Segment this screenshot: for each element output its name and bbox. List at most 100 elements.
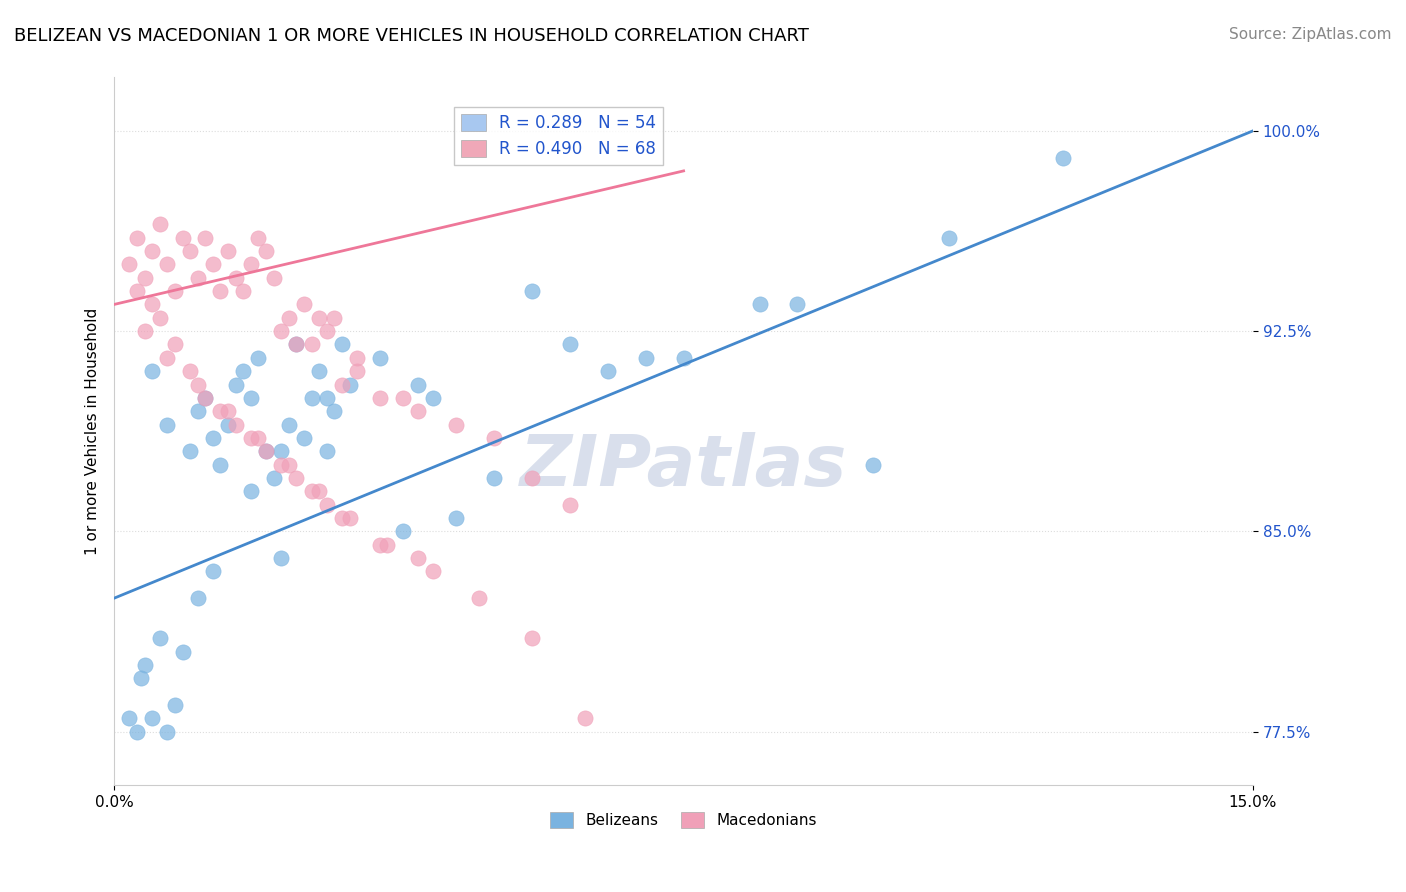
Point (209, 458, 232, 472)
Point (194, 391, 217, 405)
Point (406, 404, 429, 418)
Text: Source: ZipAtlas.com: Source: ZipAtlas.com (1229, 27, 1392, 42)
Point (467, 591, 489, 606)
Point (179, 364, 201, 378)
Point (277, 310, 299, 325)
Point (558, 337, 581, 351)
Point (125, 230, 148, 244)
Point (277, 417, 299, 432)
Point (163, 284, 186, 298)
Point (156, 417, 179, 432)
Point (406, 551, 429, 566)
Point (308, 364, 330, 378)
Point (225, 417, 247, 432)
Point (217, 404, 239, 418)
Point (482, 471, 505, 485)
Point (263, 270, 285, 285)
Point (301, 391, 323, 405)
Point (520, 471, 543, 485)
Point (422, 391, 444, 405)
Point (285, 337, 308, 351)
Point (163, 698, 186, 712)
Point (270, 324, 292, 338)
Point (672, 351, 695, 365)
Point (254, 444, 277, 458)
Point (254, 244, 277, 258)
Point (141, 244, 163, 258)
Point (156, 351, 179, 365)
Point (596, 364, 619, 378)
Point (308, 484, 330, 499)
Point (239, 391, 262, 405)
Point (346, 351, 368, 365)
Legend: Belizeans, Macedonians: Belizeans, Macedonians (544, 805, 823, 834)
Point (315, 498, 337, 512)
Point (270, 444, 292, 458)
Point (315, 391, 337, 405)
Point (247, 230, 270, 244)
Point (406, 377, 429, 392)
Y-axis label: 1 or more Vehicles in Household: 1 or more Vehicles in Household (86, 308, 100, 555)
Point (217, 417, 239, 432)
Point (225, 377, 247, 392)
Point (225, 270, 247, 285)
Point (520, 631, 543, 645)
Point (346, 364, 368, 378)
Point (129, 671, 152, 685)
Point (339, 511, 361, 525)
Point (263, 471, 285, 485)
Point (323, 404, 346, 418)
Point (209, 284, 232, 298)
Point (239, 484, 262, 499)
Point (444, 511, 467, 525)
Point (134, 657, 156, 672)
Point (149, 217, 172, 231)
Point (368, 538, 391, 552)
Point (187, 270, 209, 285)
Point (149, 310, 172, 325)
Point (239, 431, 262, 445)
Point (520, 284, 543, 298)
Point (938, 230, 960, 244)
Point (482, 431, 505, 445)
Point (232, 284, 254, 298)
Point (558, 498, 581, 512)
Point (141, 297, 163, 311)
Point (149, 631, 172, 645)
Point (134, 324, 156, 338)
Point (315, 444, 337, 458)
Point (201, 431, 224, 445)
Point (330, 377, 353, 392)
Point (270, 551, 292, 566)
Point (172, 644, 194, 658)
Point (179, 444, 201, 458)
Point (292, 297, 315, 311)
Point (301, 337, 323, 351)
Point (748, 297, 770, 311)
Point (270, 458, 292, 472)
Point (239, 257, 262, 271)
Point (574, 711, 596, 725)
Point (277, 458, 299, 472)
Point (163, 337, 186, 351)
Point (201, 565, 224, 579)
Text: ZIPatlas: ZIPatlas (520, 432, 848, 501)
Point (187, 404, 209, 418)
Point (156, 257, 179, 271)
Point (232, 364, 254, 378)
Point (125, 284, 148, 298)
Point (179, 244, 201, 258)
Point (323, 310, 346, 325)
Point (172, 230, 194, 244)
Point (141, 711, 163, 725)
Point (330, 511, 353, 525)
Point (118, 257, 141, 271)
Point (368, 351, 391, 365)
Point (247, 431, 270, 445)
Point (444, 417, 467, 432)
Point (285, 471, 308, 485)
Point (156, 724, 179, 739)
Point (118, 711, 141, 725)
Point (134, 270, 156, 285)
Point (187, 377, 209, 392)
